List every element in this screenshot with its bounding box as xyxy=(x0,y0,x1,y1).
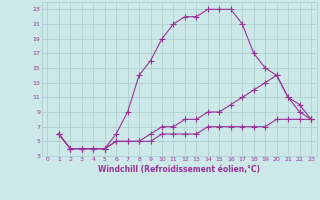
X-axis label: Windchill (Refroidissement éolien,°C): Windchill (Refroidissement éolien,°C) xyxy=(98,165,260,174)
